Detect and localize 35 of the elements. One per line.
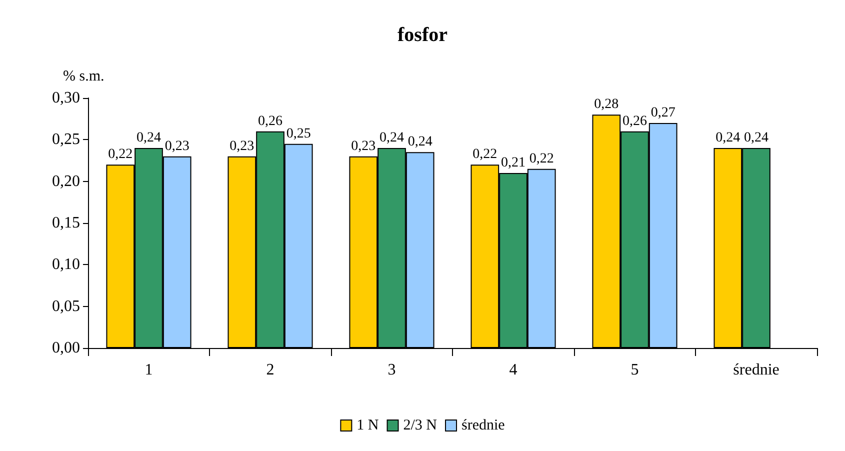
data-label: 0,22	[108, 147, 133, 162]
data-label: 0,26	[622, 114, 647, 129]
data-label: 0,28	[594, 97, 619, 112]
data-label: 0,24	[136, 130, 161, 146]
data-label: 0,24	[408, 134, 432, 150]
data-label: 0,22	[529, 151, 554, 166]
x-tick-label: średnie	[733, 362, 780, 378]
data-label: 0,24	[744, 130, 768, 146]
data-label: 0,23	[351, 138, 376, 154]
data-label: 0,23	[164, 138, 190, 154]
data-label: 0,23	[230, 138, 254, 154]
legend-label: 1 N	[356, 418, 379, 434]
x-tick-label: 2	[266, 362, 274, 378]
x-tick-label: 5	[630, 362, 639, 378]
x-tick-label: 4	[509, 362, 518, 378]
data-label: 0,25	[286, 126, 311, 142]
y-tick-label: 0,25	[52, 131, 80, 148]
y-tick-label: 0,00	[52, 340, 80, 356]
data-label: 0,24	[716, 130, 740, 146]
y-tick-label: 0,05	[52, 298, 80, 315]
y-tick-label: 0,20	[52, 172, 80, 190]
data-label: 0,27	[650, 106, 676, 120]
data-label: 0,21	[501, 156, 526, 170]
data-label: 0,22	[472, 147, 498, 162]
y-tick-label: 0,10	[52, 256, 80, 274]
data-label: 0,24	[380, 130, 404, 146]
x-tick-label: 3	[388, 362, 396, 378]
data-label: 0,26	[258, 114, 282, 129]
legend-label: 2/3 N	[403, 418, 438, 434]
x-tick-label: 1	[144, 362, 153, 378]
legend-label: średnie	[462, 418, 506, 434]
chart-title: fosfor	[398, 24, 448, 46]
y-axis-title: % s.m.	[63, 68, 104, 84]
y-tick-label: 0,15	[52, 214, 80, 232]
y-tick-label: 0,30	[52, 90, 80, 106]
